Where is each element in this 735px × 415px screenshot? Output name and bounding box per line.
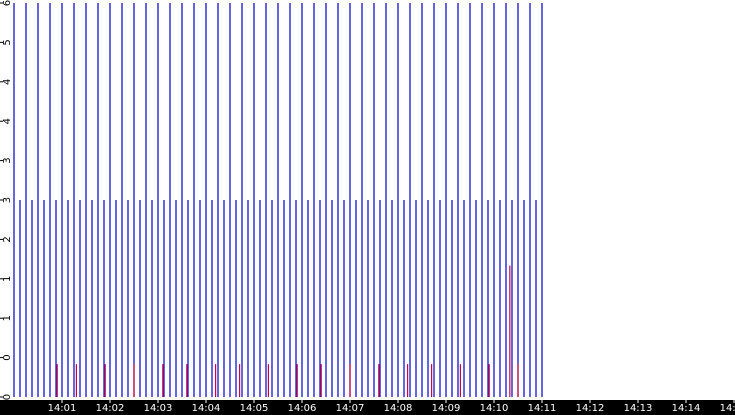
x-tick-label: 14:08 — [384, 403, 413, 414]
y-tick-label: 3 — [2, 197, 13, 203]
x-tick-label: 14:09 — [432, 403, 461, 414]
x-tick-label: 14:07 — [336, 403, 365, 414]
x-tick-label: 14:04 — [192, 403, 221, 414]
y-tick-label: 1 — [2, 276, 13, 282]
y-tick-label: 6 — [2, 0, 13, 6]
x-tick-label: 14:13 — [624, 403, 653, 414]
y-tick-label: 1 — [2, 315, 13, 321]
x-tick-label: 14:11 — [528, 403, 557, 414]
x-tick-label: 14:01 — [48, 403, 77, 414]
x-tick-label: 14:12 — [576, 403, 605, 414]
x-tick-label: 14:15 — [720, 403, 735, 414]
y-tick-label: 3 — [2, 157, 13, 163]
y-tick-label: 0 — [2, 354, 13, 360]
x-tick-label: 14:05 — [240, 403, 269, 414]
x-tick-label: 14:10 — [480, 403, 509, 414]
x-tick-label: 14:14 — [672, 403, 701, 414]
y-tick-label: 4 — [2, 118, 13, 124]
y-tick-label: 4 — [2, 79, 13, 85]
x-tick-label: 14:06 — [288, 403, 317, 414]
y-tick-label: 2 — [2, 236, 13, 242]
x-tick-label: 14:02 — [96, 403, 125, 414]
x-tick-label: 14:03 — [144, 403, 173, 414]
x-axis-bar — [0, 400, 735, 415]
y-tick-label: 5 — [2, 39, 13, 45]
y-tick-label: 0 — [2, 394, 13, 400]
